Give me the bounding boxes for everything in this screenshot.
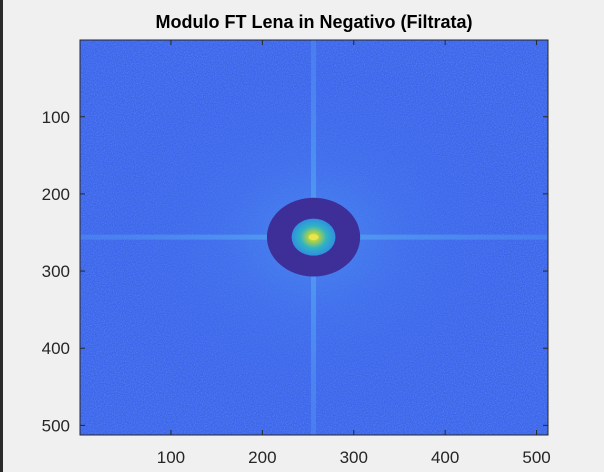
x-tick-label: 500 [522, 448, 550, 467]
y-tick-label: 400 [42, 339, 70, 358]
y-tick-label: 100 [42, 108, 70, 127]
y-tick-label: 500 [42, 416, 70, 435]
x-tick-label: 200 [248, 448, 276, 467]
axes-frame [79, 39, 549, 436]
y-axis: 100 200 300 400 500 [42, 108, 548, 435]
plot-area [80, 40, 548, 435]
annular-mask-layer [266, 197, 361, 277]
x-tick-label: 100 [157, 448, 185, 467]
window-left-edge [0, 0, 3, 472]
y-tick-label: 200 [42, 185, 70, 204]
y-tick-label: 300 [42, 262, 70, 281]
x-axis: 100 200 300 400 500 [157, 40, 551, 467]
x-tick-label: 400 [431, 448, 459, 467]
center-peak-core [308, 234, 319, 241]
chart-title: Modulo FT Lena in Negativo (Filtrata) [156, 12, 473, 32]
x-tick-label: 300 [340, 448, 368, 467]
